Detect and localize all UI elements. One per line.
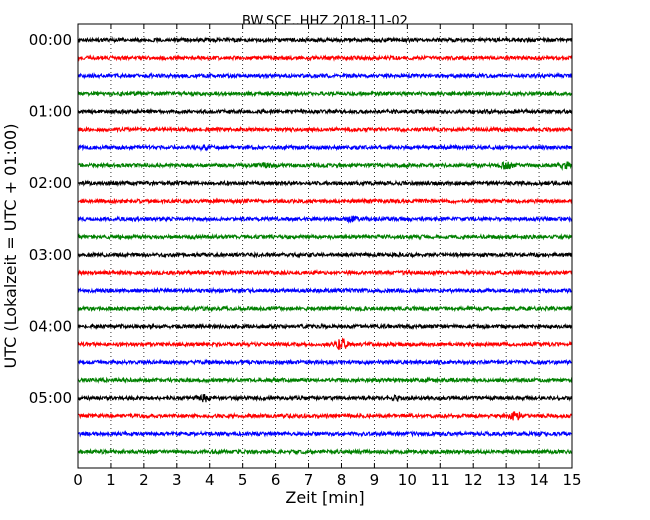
x-tick-label: 12 (464, 471, 483, 489)
trace-line (77, 337, 573, 351)
x-tick-label: 10 (398, 471, 417, 489)
x-tick-label: 9 (370, 471, 380, 489)
x-tick-label: 13 (497, 471, 516, 489)
y-tick-labels: 00:00 01:00 02:00 03:00 04:00 05:00 (29, 31, 72, 407)
seismic-traces (77, 36, 573, 456)
x-tick-label: 6 (271, 471, 281, 489)
trace-line (77, 161, 573, 172)
trace-line (77, 250, 573, 259)
x-axis-label: Zeit [min] (285, 488, 364, 507)
y-tick-label: 00:00 (29, 31, 72, 49)
trace-line (77, 107, 573, 116)
trace-line (77, 71, 573, 80)
trace-line (77, 447, 573, 456)
trace-line (77, 197, 573, 205)
x-tick-label: 2 (139, 471, 149, 489)
trace-line (77, 304, 573, 313)
x-tick-label: 11 (431, 471, 450, 489)
trace-line (77, 90, 573, 98)
x-tick-label: 8 (337, 471, 347, 489)
y-axis-label: UTC (Lokalzeit = UTC + 01:00) (1, 124, 20, 369)
y-tick-label: 01:00 (29, 103, 72, 121)
plot-frame (77, 23, 573, 469)
trace-line (77, 36, 573, 44)
trace-line (77, 268, 573, 277)
x-tick-label: 0 (73, 471, 83, 489)
trace-line (77, 376, 573, 384)
y-tick-label: 03:00 (29, 246, 72, 264)
axis-ticks (77, 24, 573, 468)
trace-line (77, 214, 573, 224)
trace-line (77, 411, 573, 421)
x-tick-label: 7 (304, 471, 314, 489)
x-tick-label: 4 (205, 471, 215, 489)
x-tick-label: 3 (172, 471, 182, 489)
trace-line (77, 233, 573, 241)
trace-line (77, 322, 573, 331)
y-tick-label: 05:00 (29, 389, 72, 407)
x-tick-label: 5 (238, 471, 248, 489)
trace-line (77, 286, 573, 295)
y-tick-label: 04:00 (29, 317, 72, 335)
trace-line (77, 393, 573, 403)
x-tick-labels: 0 1 2 3 4 5 6 7 8 9 10 11 12 13 14 15 (73, 471, 581, 489)
trace-line (77, 358, 573, 367)
x-tick-label: 1 (106, 471, 116, 489)
trace-line (77, 54, 573, 62)
x-tick-label: 14 (530, 471, 549, 489)
plot-background (78, 24, 572, 468)
trace-line (77, 179, 573, 188)
trace-line (77, 143, 573, 152)
trace-line (77, 125, 573, 134)
y-tick-label: 02:00 (29, 174, 72, 192)
trace-line (77, 429, 573, 438)
x-tick-label: 15 (562, 471, 581, 489)
